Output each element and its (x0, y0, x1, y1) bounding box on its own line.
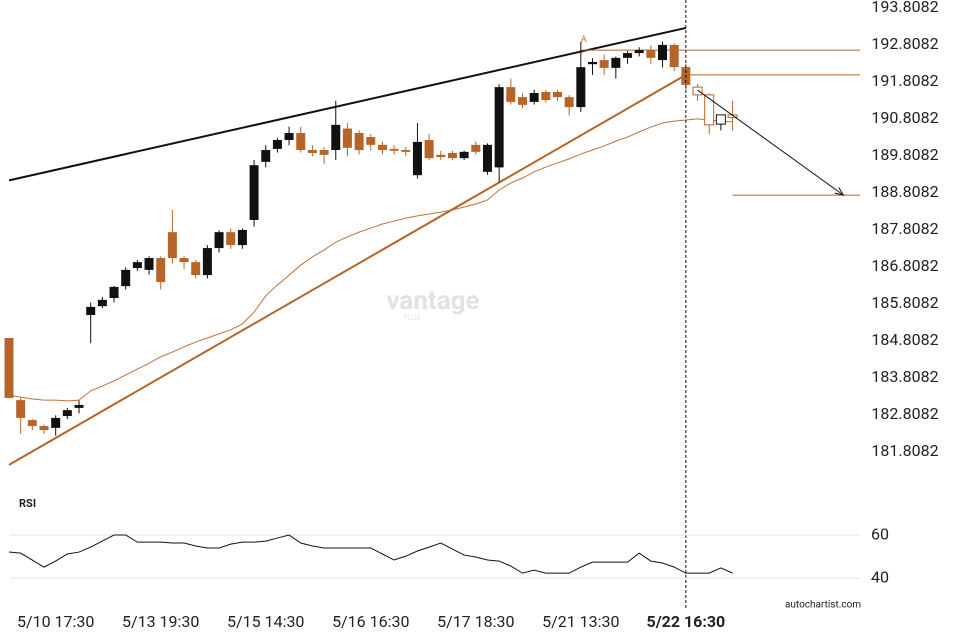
x-tick-label: 5/17 18:30 (437, 612, 514, 631)
moving-average (8, 118, 733, 402)
candle-body (611, 57, 621, 68)
candle-body (599, 60, 609, 68)
candle-body (214, 232, 224, 249)
candle-body (179, 258, 189, 263)
candle-body (494, 87, 504, 168)
candle-body (237, 229, 247, 246)
candle-body (74, 404, 84, 408)
rsi-line (8, 534, 733, 574)
candle-body (319, 150, 329, 155)
candle-body (541, 91, 551, 101)
rsi-tick-label: 60 (871, 524, 889, 543)
pattern-label: A (581, 35, 587, 45)
arrow-head (834, 187, 845, 196)
candle-body (296, 132, 306, 151)
y-tick-label: 192.8082 (871, 34, 938, 53)
candle-body (109, 286, 119, 299)
y-tick-label: 187.8082 (871, 219, 938, 238)
candle-body (506, 87, 516, 102)
y-tick-label: 190.8082 (871, 108, 938, 127)
rsi-label: RSI (19, 497, 36, 510)
candle-body (459, 151, 469, 159)
rsi-tick-label: 40 (871, 567, 889, 586)
candle-body (16, 400, 26, 418)
x-tick-label: 5/16 16:30 (332, 612, 409, 631)
candle-body (517, 97, 527, 105)
y-tick-label: 191.8082 (871, 71, 938, 90)
y-tick-label: 186.8082 (871, 256, 938, 275)
candle-body (27, 420, 37, 427)
candle-body (715, 114, 726, 125)
y-tick-label: 182.8082 (871, 404, 938, 423)
candle-body (447, 152, 457, 159)
x-tick-label: 5/13 19:30 (122, 612, 199, 631)
trend-line (8, 26, 687, 182)
candle-body (471, 144, 481, 152)
y-tick-label: 185.8082 (871, 293, 938, 312)
candle-body (284, 132, 294, 141)
x-tick-label: 5/10 17:30 (17, 612, 94, 631)
candle-body (552, 91, 562, 98)
candle-body (646, 50, 656, 58)
candle-body (692, 86, 703, 96)
candle-body (51, 417, 61, 428)
candle-body (401, 150, 411, 152)
watermark-sub: PLUS (404, 314, 421, 322)
y-tick-label: 181.8082 (871, 441, 938, 460)
candle-body (144, 258, 154, 270)
candle-body (331, 124, 341, 151)
x-tick-label: 5/22 16:30 (647, 612, 726, 631)
candle-body (529, 93, 539, 102)
y-tick-label: 183.8082 (871, 367, 938, 386)
candle-body (226, 232, 236, 246)
forecast-arrow (697, 89, 844, 196)
x-tick-label: 5/21 13:30 (542, 612, 619, 631)
candle-body (249, 165, 259, 220)
candle-body (354, 132, 364, 151)
candle-body (342, 128, 352, 148)
x-tick-label: 5/15 14:30 (227, 612, 304, 631)
candle-body (366, 137, 376, 145)
watermark: vantage (386, 286, 479, 316)
y-tick-label: 189.8082 (871, 145, 938, 164)
candle-body (62, 410, 72, 417)
candle-body (272, 140, 282, 149)
candle-body (412, 141, 422, 176)
candle-body (588, 61, 597, 65)
candle-body (191, 262, 201, 276)
candle-body (389, 148, 399, 151)
candle-body (623, 53, 633, 58)
candle-body (261, 150, 271, 162)
trend-line (8, 74, 687, 466)
candle-body (4, 337, 14, 398)
candle-body (202, 248, 212, 276)
y-tick-label: 184.8082 (871, 330, 938, 349)
candle-body (576, 67, 586, 108)
candle-body (658, 44, 668, 61)
candle-body (156, 258, 166, 283)
candle-body (167, 232, 177, 259)
source: autochartist.com (785, 600, 861, 611)
candle-body (482, 144, 492, 172)
candle-body (669, 44, 679, 68)
candle-body (564, 97, 574, 108)
y-tick-label: 193.8082 (871, 0, 938, 16)
candle-body (704, 94, 715, 126)
candle-body (39, 426, 49, 431)
candle-body (97, 299, 107, 307)
candle-body (424, 140, 434, 159)
candle-body (436, 154, 446, 158)
candle-body (634, 50, 644, 54)
candle-body (307, 150, 317, 153)
candle-body (377, 144, 387, 151)
y-tick-label: 188.8082 (871, 182, 938, 201)
candle-body (121, 269, 131, 287)
candle-body (132, 262, 142, 269)
candle-body (86, 306, 96, 316)
